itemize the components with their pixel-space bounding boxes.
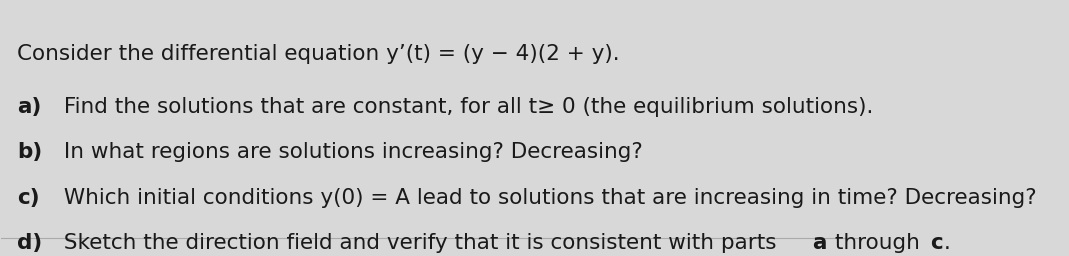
Text: .: .: [944, 233, 950, 253]
Text: d): d): [17, 233, 42, 253]
Text: c: c: [930, 233, 943, 253]
Text: Sketch the direction field and verify that it is consistent with parts: Sketch the direction field and verify th…: [58, 233, 784, 253]
Text: c): c): [17, 188, 40, 208]
Text: a: a: [812, 233, 827, 253]
Text: through: through: [827, 233, 926, 253]
Text: In what regions are solutions increasing? Decreasing?: In what regions are solutions increasing…: [58, 143, 644, 163]
Text: a): a): [17, 97, 42, 117]
Text: Consider the differential equation y’(t) = (y − 4)(2 + y).: Consider the differential equation y’(t)…: [17, 45, 620, 65]
Text: Find the solutions that are constant, for all t≥ 0 (the equilibrium solutions).: Find the solutions that are constant, fo…: [58, 97, 873, 117]
Text: b): b): [17, 143, 42, 163]
Text: Which initial conditions y(0) = A lead to solutions that are increasing in time?: Which initial conditions y(0) = A lead t…: [58, 188, 1037, 208]
